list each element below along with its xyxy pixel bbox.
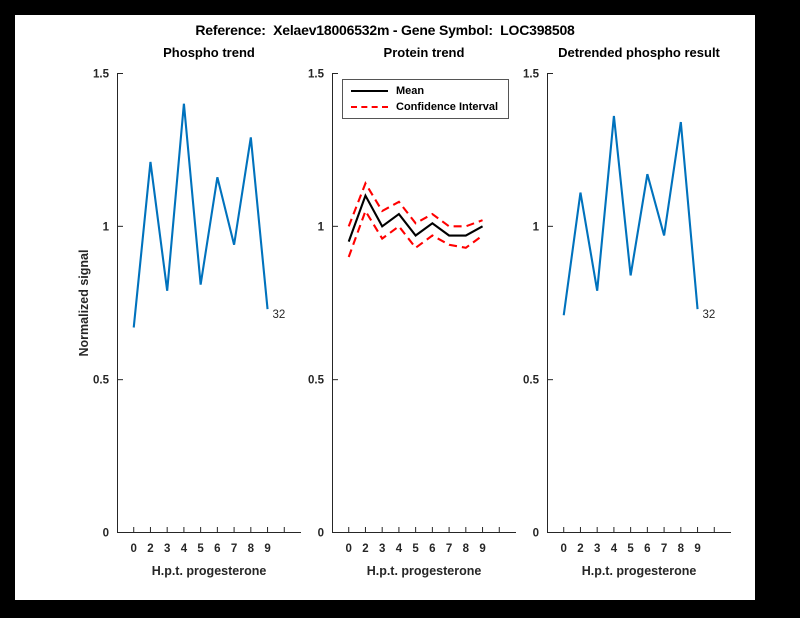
svg-text:9: 9 bbox=[264, 543, 270, 555]
legend-label-mean: Mean bbox=[396, 85, 425, 97]
svg-text:1.5: 1.5 bbox=[308, 69, 325, 81]
svg-text:7: 7 bbox=[231, 543, 237, 555]
svg-text:3: 3 bbox=[379, 543, 385, 555]
x-axis-label-phospho: H.p.t. progesterone bbox=[151, 564, 267, 578]
svg-text:5: 5 bbox=[412, 543, 419, 555]
detrended-phospho-plot: 0 2 3 4 5 6 7 8 900.511.532 bbox=[523, 69, 731, 555]
legend: Mean Confidence Interval bbox=[342, 79, 510, 119]
svg-text:8: 8 bbox=[463, 543, 470, 555]
svg-text:0.5: 0.5 bbox=[523, 375, 540, 387]
svg-text:9: 9 bbox=[479, 543, 485, 555]
x-axis-label-protein: H.p.t. progesterone bbox=[366, 564, 482, 578]
svg-text:1: 1 bbox=[103, 221, 110, 233]
svg-text:4: 4 bbox=[611, 543, 618, 555]
svg-text:3: 3 bbox=[164, 543, 170, 555]
subplot-detrended-result: Detrended phospho result 0 2 3 4 5 6 7 8 9 0 0.5 1 1… bbox=[523, 45, 731, 578]
svg-text:32: 32 bbox=[273, 309, 286, 321]
svg-text:5: 5 bbox=[627, 543, 634, 555]
svg-text:0: 0 bbox=[533, 528, 539, 540]
legend-label-ci: Confidence Interval bbox=[396, 101, 499, 113]
svg-text:1.5: 1.5 bbox=[523, 69, 540, 81]
svg-text:0: 0 bbox=[561, 543, 567, 555]
svg-text:7: 7 bbox=[661, 543, 667, 555]
svg-text:0: 0 bbox=[346, 543, 352, 555]
plot-title-protein: Protein trend bbox=[383, 45, 465, 60]
svg-text:4: 4 bbox=[181, 543, 188, 555]
svg-text:32: 32 bbox=[703, 309, 716, 321]
x-axis-label-detrended: H.p.t. progesterone bbox=[581, 564, 697, 578]
y-axis-label: Normalized signal bbox=[77, 249, 91, 357]
svg-text:3: 3 bbox=[594, 543, 600, 555]
mean-line-sample bbox=[351, 90, 388, 92]
svg-text:0: 0 bbox=[131, 543, 137, 555]
svg-text:0.5: 0.5 bbox=[93, 375, 110, 387]
svg-text:9: 9 bbox=[694, 543, 700, 555]
phospho-trend-plot: 0 2 3 4 5 6 7 8 900.511.532 bbox=[93, 69, 301, 555]
confidence-interval-line-sample bbox=[351, 106, 388, 108]
svg-text:7: 7 bbox=[446, 543, 452, 555]
svg-text:6: 6 bbox=[214, 543, 220, 555]
legend-row-ci: Confidence Interval bbox=[351, 101, 498, 113]
svg-text:1.5: 1.5 bbox=[93, 69, 110, 81]
svg-text:6: 6 bbox=[644, 543, 650, 555]
svg-text:8: 8 bbox=[248, 543, 255, 555]
svg-text:2: 2 bbox=[147, 543, 153, 555]
figure-canvas: Reference: Xelaev18006532m - Gene Symbol… bbox=[15, 15, 755, 600]
svg-text:5: 5 bbox=[197, 543, 204, 555]
svg-text:1: 1 bbox=[533, 221, 540, 233]
legend-row-mean: Mean bbox=[351, 85, 498, 97]
protein-trend-plot: 0 2 3 4 5 6 7 8 900.511.5 bbox=[308, 69, 516, 555]
svg-text:8: 8 bbox=[678, 543, 685, 555]
svg-text:4: 4 bbox=[396, 543, 403, 555]
figure-title: Reference: Xelaev18006532m - Gene Symbol… bbox=[195, 22, 575, 38]
svg-text:0.5: 0.5 bbox=[308, 375, 325, 387]
svg-text:2: 2 bbox=[362, 543, 368, 555]
plot-title-detrended: Detrended phospho result bbox=[558, 45, 720, 60]
svg-text:0: 0 bbox=[103, 528, 109, 540]
svg-text:6: 6 bbox=[429, 543, 435, 555]
plot-title-phospho: Phospho trend bbox=[163, 45, 255, 60]
svg-text:2: 2 bbox=[577, 543, 583, 555]
svg-text:1: 1 bbox=[318, 221, 325, 233]
subplot-protein-trend: Protein trend 0 2 3 4 5 6 7 8 9 0 0.5 1 1.5 Mean Con… bbox=[308, 45, 516, 578]
svg-text:0: 0 bbox=[318, 528, 324, 540]
